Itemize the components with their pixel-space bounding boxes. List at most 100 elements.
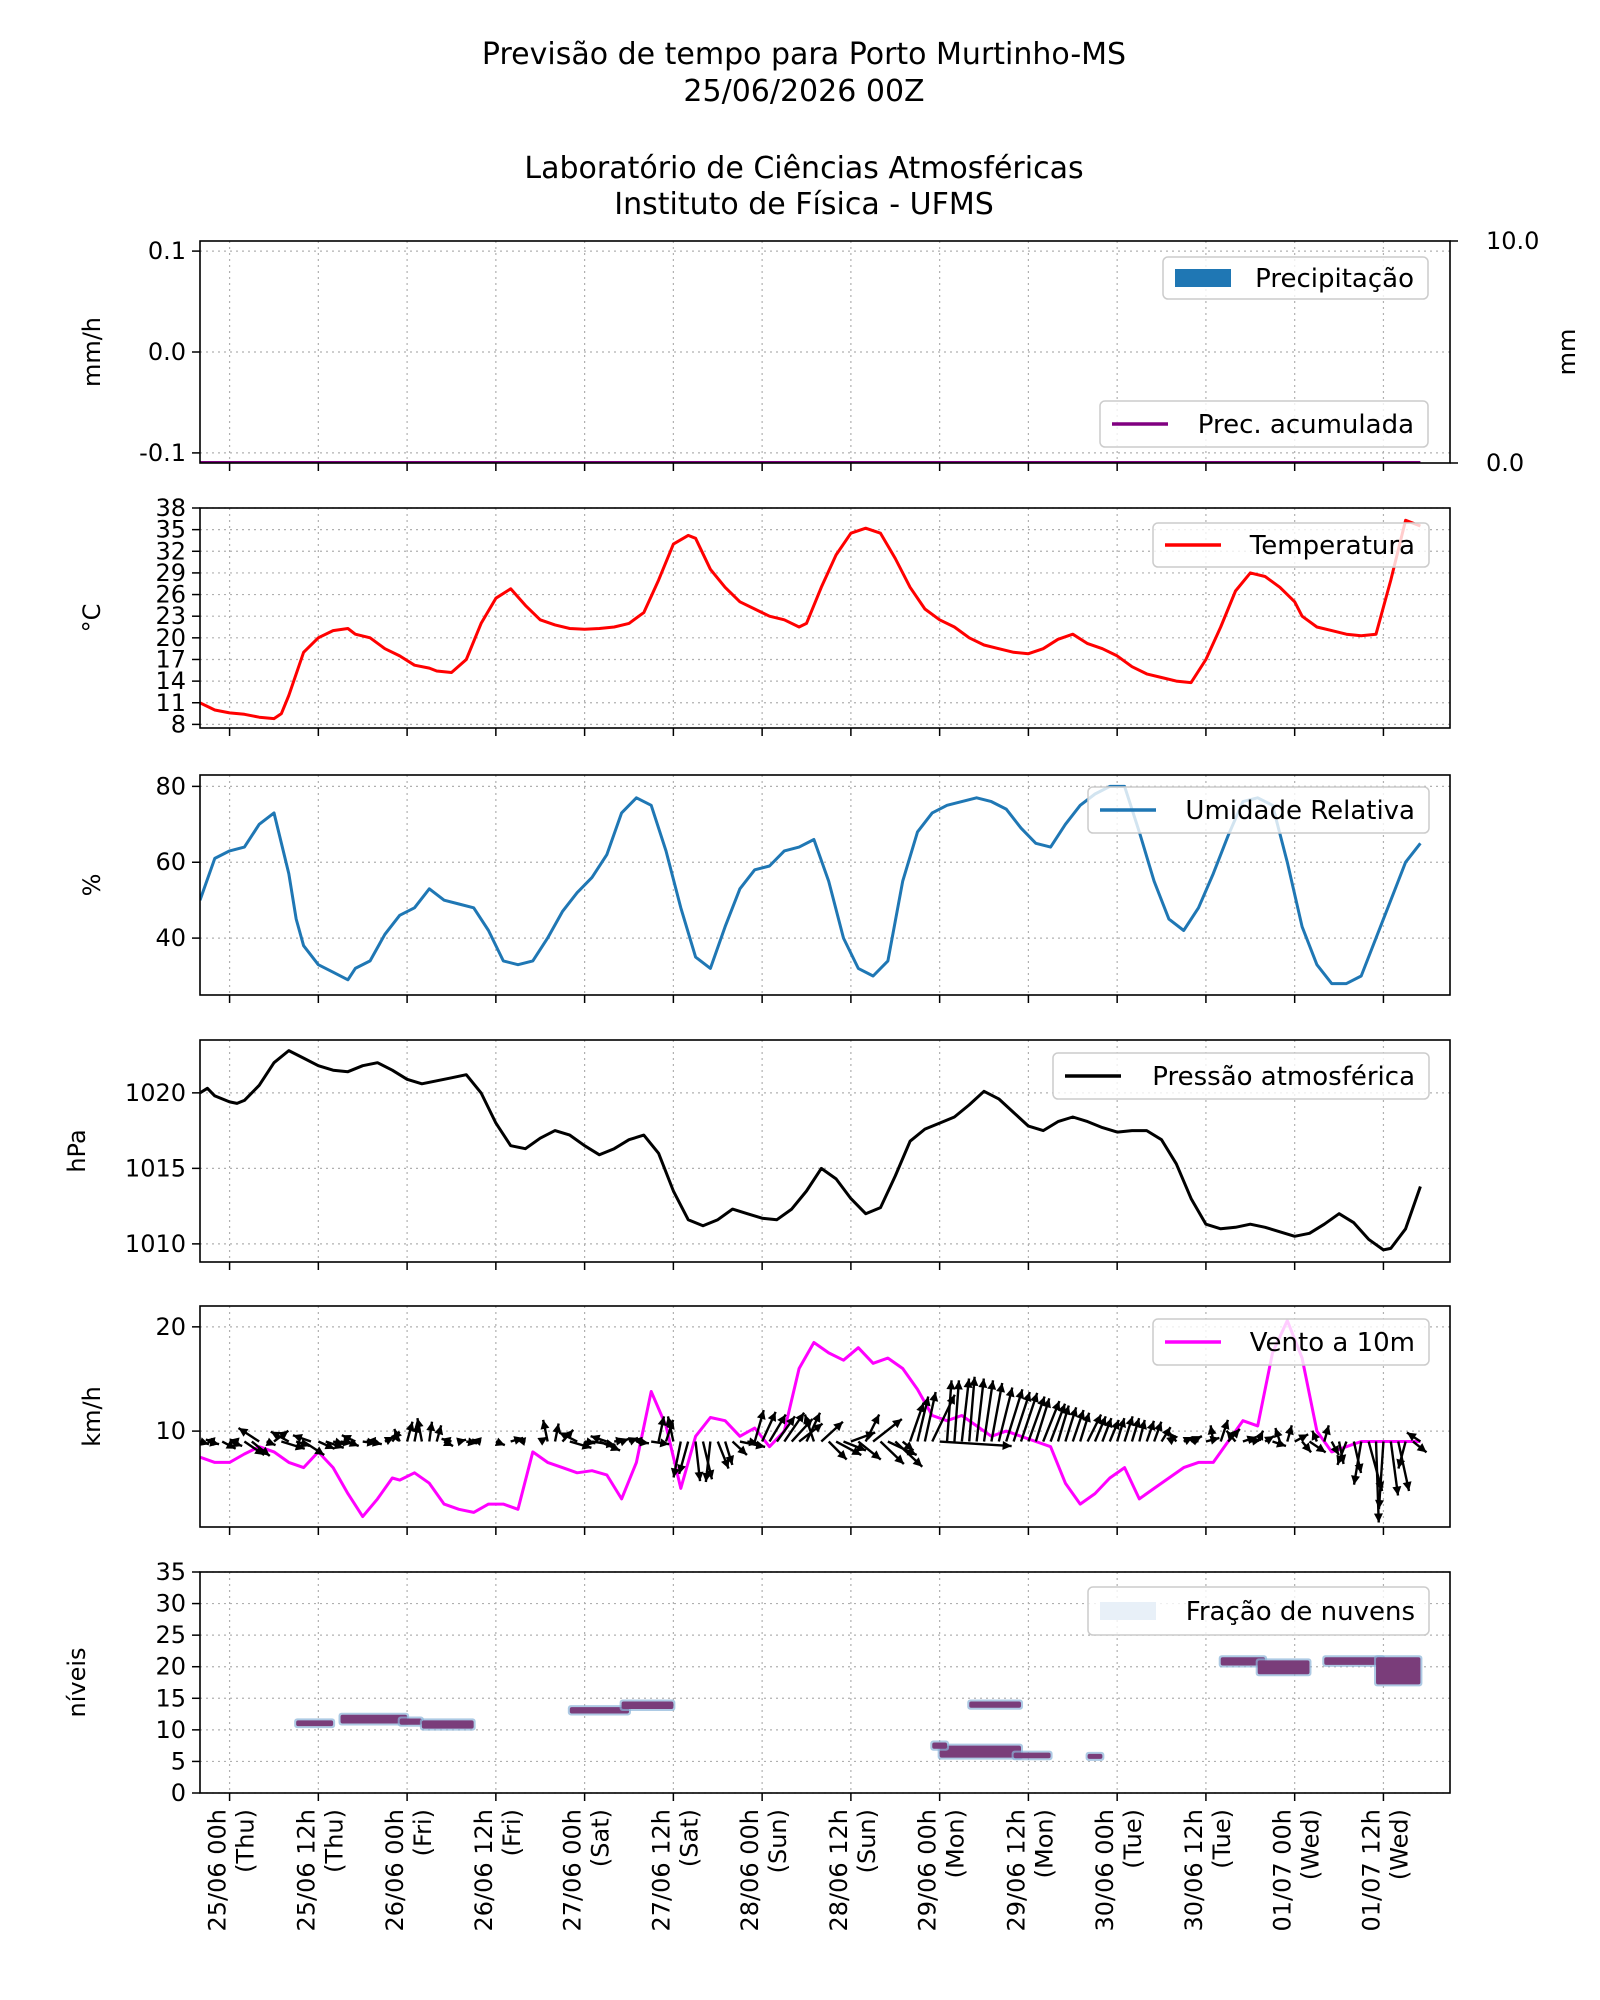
cloud-region (340, 1714, 408, 1724)
wind-arrow (990, 1382, 1004, 1442)
wind-arrow-head (1076, 1410, 1085, 1420)
legend-cloud: Fração de nuvens (1087, 1586, 1430, 1636)
wind-arrow-head (314, 1446, 325, 1456)
x-tick-day: (Mon) (942, 1809, 970, 1878)
wind-arrow-head (238, 1428, 249, 1437)
x-tick-date: 25/06 00h (204, 1809, 232, 1932)
wind-arrow-head (265, 1437, 276, 1446)
wind-arrow-head (803, 1414, 813, 1425)
wind-arrow-head (1103, 1418, 1113, 1429)
legend-box (1162, 256, 1429, 300)
y-tick-label: 8 (171, 710, 186, 738)
wind-arrow-head (1138, 1419, 1147, 1430)
wind-arrow-head (278, 1430, 289, 1440)
axes-frame-rh (199, 774, 1451, 996)
wind-arrow-head (1396, 1458, 1406, 1469)
wind-arrow-head (1251, 1436, 1262, 1446)
wind-arrow-head (659, 1438, 670, 1448)
legend-press: Pressão atmosférica (1052, 1052, 1430, 1100)
x-tick-date: 27/06 12h (647, 1809, 675, 1932)
legend-precip-1: Prec. acumulada (1099, 400, 1429, 448)
wind-arrow-head (334, 1437, 344, 1447)
wind-arrow-head (259, 1446, 270, 1456)
x-tick-label: 26/06 12h (Fri) (470, 1809, 526, 1932)
x-tick-day: (Wed) (1385, 1809, 1413, 1880)
cloud-region (969, 1701, 1022, 1708)
wind-arrow-head (912, 1457, 923, 1467)
x-tick-label: 27/06 00h (Sat) (559, 1809, 615, 1932)
wind-arrow-head (725, 1454, 735, 1465)
wind-arrow-head (472, 1437, 482, 1446)
wind-arrow (939, 1440, 1012, 1448)
legend-box (1152, 1318, 1430, 1366)
x-tick-label: 26/06 00h (Fri) (381, 1809, 437, 1932)
legend-box (1099, 400, 1429, 448)
series-wind (200, 1319, 1421, 1519)
y-axis-label-cloud: níveis (63, 1647, 91, 1717)
wind-arrow-head (833, 1421, 843, 1432)
series-rh (200, 784, 1422, 986)
wind-arrow-head (229, 1437, 240, 1447)
wind-arrow-head (414, 1418, 424, 1428)
x-tick-label: 25/06 00h (Thu) (204, 1809, 260, 1932)
legend-box (1087, 786, 1430, 834)
plot-area-temp (200, 518, 1421, 721)
wind-arrow-head (1402, 1481, 1412, 1492)
wind-arrow-head (946, 1380, 956, 1390)
wind-arrow-head (929, 1392, 939, 1402)
wind-arrow-head (892, 1419, 902, 1429)
wind-arrow-head (1330, 1444, 1339, 1456)
figure-title-line2: 25/06/2026 00Z (683, 74, 924, 109)
cloud-region (932, 1742, 948, 1749)
y-tick-label: 1015 (125, 1154, 186, 1182)
y-tick-label: 35 (155, 1558, 186, 1586)
x-tick-day: (Mon) (1030, 1809, 1058, 1878)
axes-frame-temp (199, 507, 1451, 729)
cloud-region (1087, 1753, 1103, 1759)
x-tick-day: (Sat) (587, 1809, 615, 1867)
wind-arrow-head (1111, 1419, 1120, 1430)
legend-rh: Umidade Relativa (1087, 786, 1430, 834)
wind-arrow-head (1051, 1401, 1061, 1412)
wind-arrow-head (516, 1437, 527, 1446)
y-tick-label: 25 (155, 1621, 186, 1649)
wind-arrow-head (494, 1437, 505, 1446)
x-tick-label: 28/06 12h (Sun) (825, 1809, 881, 1932)
wind-arrow-head (1375, 1499, 1385, 1510)
wind-arrow-head (341, 1434, 352, 1444)
x-tick-date: 26/06 00h (381, 1809, 409, 1932)
wind-arrow-head (870, 1450, 881, 1460)
wind-arrow-head (1132, 1418, 1141, 1429)
wind-arrow-head (748, 1437, 759, 1447)
y-tick-label: 20 (155, 1313, 186, 1341)
legend-label: Fração de nuvens (1186, 1597, 1415, 1627)
x-tick-label: 30/06 12h (Tue) (1180, 1809, 1236, 1932)
wind-arrow-head (1154, 1421, 1163, 1432)
wind-arrow (953, 1380, 961, 1442)
cloud-region (1257, 1660, 1310, 1675)
y-tick-label: 0 (171, 1779, 186, 1807)
x-tick-date: 28/06 00h (736, 1809, 764, 1932)
y-tick-label: 30 (155, 1590, 186, 1618)
wind-arrow-head (812, 1412, 821, 1423)
legend-temp: Temperatura (1152, 522, 1430, 568)
legend-swatch (1100, 1602, 1156, 1620)
wind-arrow (960, 1378, 971, 1442)
wind-arrow-head (366, 1436, 377, 1446)
x-tick-date: 25/06 12h (292, 1809, 320, 1932)
x-tick-date: 27/06 00h (559, 1809, 587, 1932)
wind-arrow-head (903, 1441, 914, 1451)
wind-arrow-head (1161, 1427, 1171, 1438)
wind-arrow (1377, 1441, 1385, 1510)
wind-arrow-head (1373, 1513, 1383, 1523)
wind-arrow-head (916, 1402, 925, 1413)
wind-arrow (975, 1378, 986, 1442)
wind-arrow-head (1273, 1428, 1283, 1438)
wind-arrow-head (694, 1471, 704, 1482)
wind-arrow-head (1002, 1440, 1012, 1450)
wind-arrow-head (795, 1412, 805, 1423)
y-tick-label: -0.1 (139, 439, 186, 467)
wind-arrow-head (1336, 1454, 1345, 1465)
wind-arrow-head (540, 1419, 550, 1430)
